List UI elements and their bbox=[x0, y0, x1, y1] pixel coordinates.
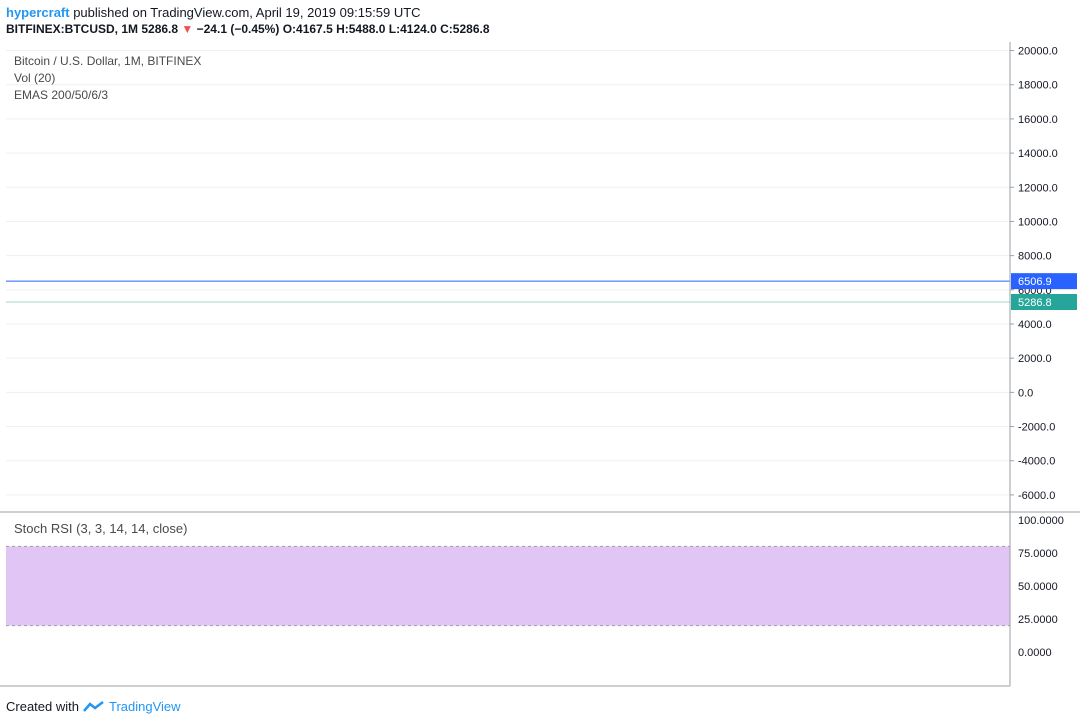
author-name[interactable]: hypercraft bbox=[6, 5, 70, 20]
stoch-rsi-legend: Stoch RSI (3, 3, 14, 14, close) bbox=[14, 521, 188, 536]
price-tick-label: 2000.0 bbox=[1018, 353, 1052, 365]
hline-price-tag bbox=[1011, 273, 1077, 290]
hline-price-label: 6506.9 bbox=[1018, 276, 1052, 288]
price-tick-label: 18000.0 bbox=[1018, 80, 1058, 92]
stoch-tick-label: 25.0000 bbox=[1018, 614, 1058, 626]
price-change: −24.1 (−0.45%) bbox=[196, 22, 280, 36]
ohlc-values: O:4167.5 H:5488.0 L:4124.0 C:5286.8 bbox=[282, 22, 490, 36]
last-price: 5286.8 bbox=[141, 22, 179, 36]
last-price-tag bbox=[1011, 294, 1077, 311]
publish-line: hypercraft published on TradingView.com,… bbox=[6, 5, 421, 20]
price-tick-label: 16000.0 bbox=[1018, 114, 1058, 126]
created-with-text: Created with bbox=[6, 699, 79, 714]
price-tick-label: -6000.0 bbox=[1018, 490, 1055, 502]
price-tick-label: 8000.0 bbox=[1018, 251, 1052, 263]
ema-legend: EMAS 200/50/6/3 bbox=[14, 88, 109, 102]
footer: Created with TradingView bbox=[6, 699, 181, 714]
price-tick-label: -2000.0 bbox=[1018, 422, 1055, 434]
price-tick-label: 12000.0 bbox=[1018, 182, 1058, 194]
stoch-tick-label: 75.0000 bbox=[1018, 548, 1058, 560]
price-tick-label: -4000.0 bbox=[1018, 456, 1055, 468]
stoch-band bbox=[6, 546, 1010, 626]
symbol-name: BITFINEX:BTCUSD, 1M bbox=[6, 22, 138, 36]
price-tick-label: 10000.0 bbox=[1018, 216, 1058, 228]
stoch-tick-label: 50.0000 bbox=[1018, 581, 1058, 593]
price-tick-label: 0.0 bbox=[1018, 387, 1033, 399]
price-tick-label: 4000.0 bbox=[1018, 319, 1052, 331]
published-text: published on TradingView.com, April 19, … bbox=[73, 5, 421, 20]
main-legend-title: Bitcoin / U.S. Dollar, 1M, BITFINEX bbox=[14, 54, 202, 68]
price-tick-label: 14000.0 bbox=[1018, 148, 1058, 160]
tradingview-brand[interactable]: TradingView bbox=[108, 699, 181, 714]
price-tick-label: 20000.0 bbox=[1018, 46, 1058, 58]
last-price-label: 5286.8 bbox=[1018, 297, 1052, 309]
tradingview-logo-icon bbox=[83, 700, 104, 712]
stoch-tick-label: 0.0000 bbox=[1018, 647, 1052, 659]
symbol-line: BITFINEX:BTCUSD, 1M 5286.8 ▼ −24.1 (−0.4… bbox=[6, 22, 490, 36]
stoch-tick-label: 100.0000 bbox=[1018, 515, 1064, 527]
volume-legend: Vol (20) bbox=[14, 71, 56, 85]
down-arrow-icon: ▼ bbox=[181, 22, 194, 36]
